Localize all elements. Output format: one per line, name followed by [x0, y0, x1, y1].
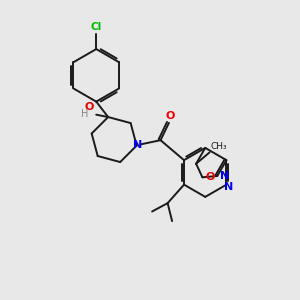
Text: H: H [81, 109, 88, 119]
Text: Cl: Cl [91, 22, 102, 32]
Text: O: O [206, 172, 215, 182]
Text: CH₃: CH₃ [211, 142, 227, 151]
Text: O: O [85, 102, 94, 112]
Text: O: O [165, 111, 175, 121]
Text: N: N [224, 182, 233, 192]
Text: N: N [220, 171, 230, 181]
Text: N: N [133, 140, 142, 150]
